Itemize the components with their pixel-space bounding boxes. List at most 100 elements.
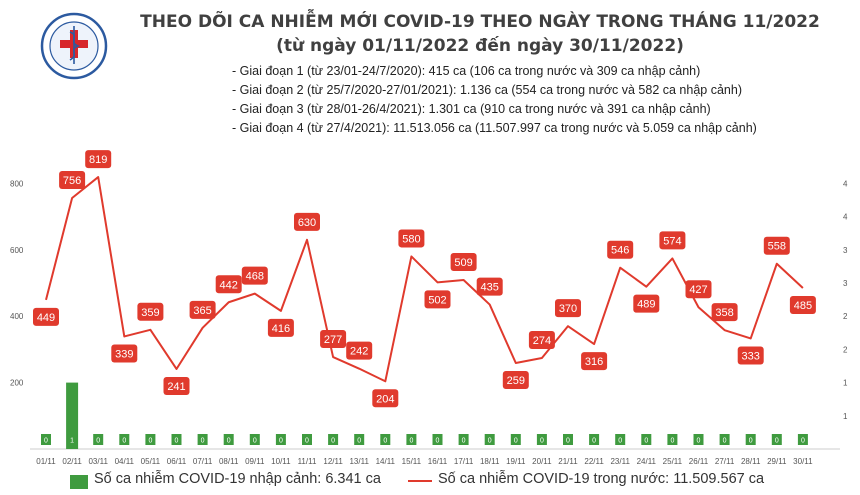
x-axis-date-label: 14/11 <box>376 457 396 466</box>
imported-data-label-box <box>641 434 652 445</box>
x-axis-date-label: 19/11 <box>506 457 526 466</box>
legend-imported-label: Số ca nhiễm COVID-19 nhập cảnh: 6.341 ca <box>94 471 381 487</box>
phase-3-summary: - Giai đoạn 3 (từ 28/01-26/4/2021): 1.30… <box>232 102 711 116</box>
domestic-data-label: 442 <box>220 279 238 291</box>
domestic-data-label: 359 <box>141 307 159 319</box>
domestic-data-label-box <box>607 240 634 259</box>
imported-data-label-box <box>197 434 208 445</box>
imported-data-label-box <box>719 434 730 445</box>
domestic-data-label: 358 <box>715 307 733 319</box>
domestic-data-label: 630 <box>298 217 316 229</box>
x-axis-date-label: 15/11 <box>402 457 422 466</box>
domestic-data-label-box <box>267 318 294 337</box>
right-axis-tick-label: 3 <box>843 246 848 255</box>
domestic-data-label: 558 <box>768 241 786 253</box>
imported-data-label-box <box>328 434 339 445</box>
x-axis-date-label: 28/11 <box>741 457 761 466</box>
imported-data-label-box <box>667 434 678 445</box>
imported-data-label: 0 <box>618 438 622 445</box>
phase-summary-list: - Giai đoạn 1 (từ 23/01-24/7/2020): 415 … <box>232 62 757 138</box>
imported-data-label: 0 <box>566 438 570 445</box>
domestic-data-label-box <box>555 299 581 318</box>
chart-subtitle: (từ ngày 01/11/2022 đến ngày 30/11/2022) <box>276 36 684 56</box>
imported-bar <box>66 382 79 449</box>
domestic-cases-line <box>45 176 804 383</box>
domestic-data-label-box <box>85 150 112 169</box>
imported-data-label: 0 <box>357 438 361 445</box>
domestic-data-label: 370 <box>559 303 577 315</box>
x-axis-date-label: 11/11 <box>298 457 317 466</box>
imported-data-label-box <box>563 434 573 445</box>
x-axis-date-label: 08/11 <box>219 457 239 466</box>
imported-data-label: 0 <box>383 438 387 445</box>
imported-data-label: 1 <box>70 438 74 445</box>
imported-data-label-box <box>771 434 782 445</box>
domestic-data-label-box <box>659 231 686 250</box>
imported-data-label: 0 <box>201 438 205 445</box>
right-axis-tick-label: 1 <box>843 412 848 421</box>
right-axis-tick-label: 4 <box>843 179 848 188</box>
domestic-data-label-box <box>189 300 216 319</box>
domestic-data-label-box <box>685 280 712 299</box>
x-axis-date-label: 18/11 <box>480 457 500 466</box>
x-axis-date-label: 17/11 <box>454 457 474 466</box>
imported-data-label: 0 <box>44 438 48 445</box>
domestic-data-label-box <box>450 253 477 272</box>
imported-data-label: 0 <box>644 438 648 445</box>
imported-data-label-box <box>797 434 808 445</box>
imported-data-label-box <box>406 434 417 445</box>
left-axis-tick-label: 600 <box>10 246 24 255</box>
domestic-data-label: 204 <box>376 393 394 405</box>
imported-data-label: 0 <box>253 438 257 445</box>
domestic-data-label: 449 <box>37 312 55 324</box>
imported-data-label: 0 <box>175 438 179 445</box>
domestic-data-label-box <box>215 275 242 294</box>
domestic-data-label-box <box>737 346 764 365</box>
domestic-data-label: 435 <box>481 282 499 294</box>
domestic-data-label-box <box>763 236 790 255</box>
x-axis-date-label: 06/11 <box>167 457 187 466</box>
imported-data-label-box <box>536 434 547 445</box>
imported-data-label-box <box>41 434 51 445</box>
x-axis-date-label: 10/11 <box>271 457 291 466</box>
imported-data-label: 0 <box>697 438 701 445</box>
domestic-data-label-box <box>59 171 86 190</box>
domestic-data-label: 485 <box>794 300 812 312</box>
domestic-data-label-box <box>528 331 555 350</box>
left-axis-tick-label: 200 <box>10 379 24 388</box>
domestic-data-label: 502 <box>428 294 446 306</box>
imported-data-label-box <box>93 434 104 445</box>
x-axis-date-label: 09/11 <box>245 457 265 466</box>
x-axis-date-label: 05/11 <box>141 457 161 466</box>
imported-data-label: 0 <box>409 438 413 445</box>
imported-data-label: 0 <box>775 438 779 445</box>
imported-data-label: 0 <box>436 438 440 445</box>
x-axis-date-label: 02/11 <box>62 457 82 466</box>
imported-data-label-box <box>302 434 312 445</box>
right-axis-tick-label: 2 <box>843 345 848 354</box>
x-axis-date-label: 07/11 <box>193 457 213 466</box>
domestic-data-label-box <box>476 277 503 296</box>
imported-data-label-box <box>745 434 756 445</box>
imported-data-label: 0 <box>670 438 674 445</box>
imported-data-label: 0 <box>462 438 466 445</box>
x-axis-date-label: 29/11 <box>767 457 787 466</box>
imported-data-label: 0 <box>540 438 544 445</box>
domestic-data-label: 574 <box>663 235 681 247</box>
left-axis-tick-label: 400 <box>10 312 24 321</box>
x-axis-date-label: 21/11 <box>558 457 578 466</box>
x-axis-date-label: 12/11 <box>323 457 343 466</box>
imported-data-label: 0 <box>331 438 335 445</box>
domestic-data-label-box <box>346 341 373 360</box>
x-axis-date-label: 16/11 <box>428 457 448 466</box>
domestic-data-label-box <box>33 307 59 326</box>
x-axis-date-label: 27/11 <box>715 457 735 466</box>
imported-data-label-box <box>615 434 626 445</box>
phase-2-summary: - Giai đoạn 2 (từ 25/7/2020-27/01/2021):… <box>232 83 742 97</box>
domestic-data-label: 509 <box>454 257 472 269</box>
imported-data-label-box <box>249 434 260 445</box>
legend-domestic-label: Số ca nhiễm COVID-19 trong nước: 11.509.… <box>438 471 765 487</box>
domestic-data-label-box <box>789 295 816 314</box>
x-axis-date-label: 24/11 <box>637 457 657 466</box>
